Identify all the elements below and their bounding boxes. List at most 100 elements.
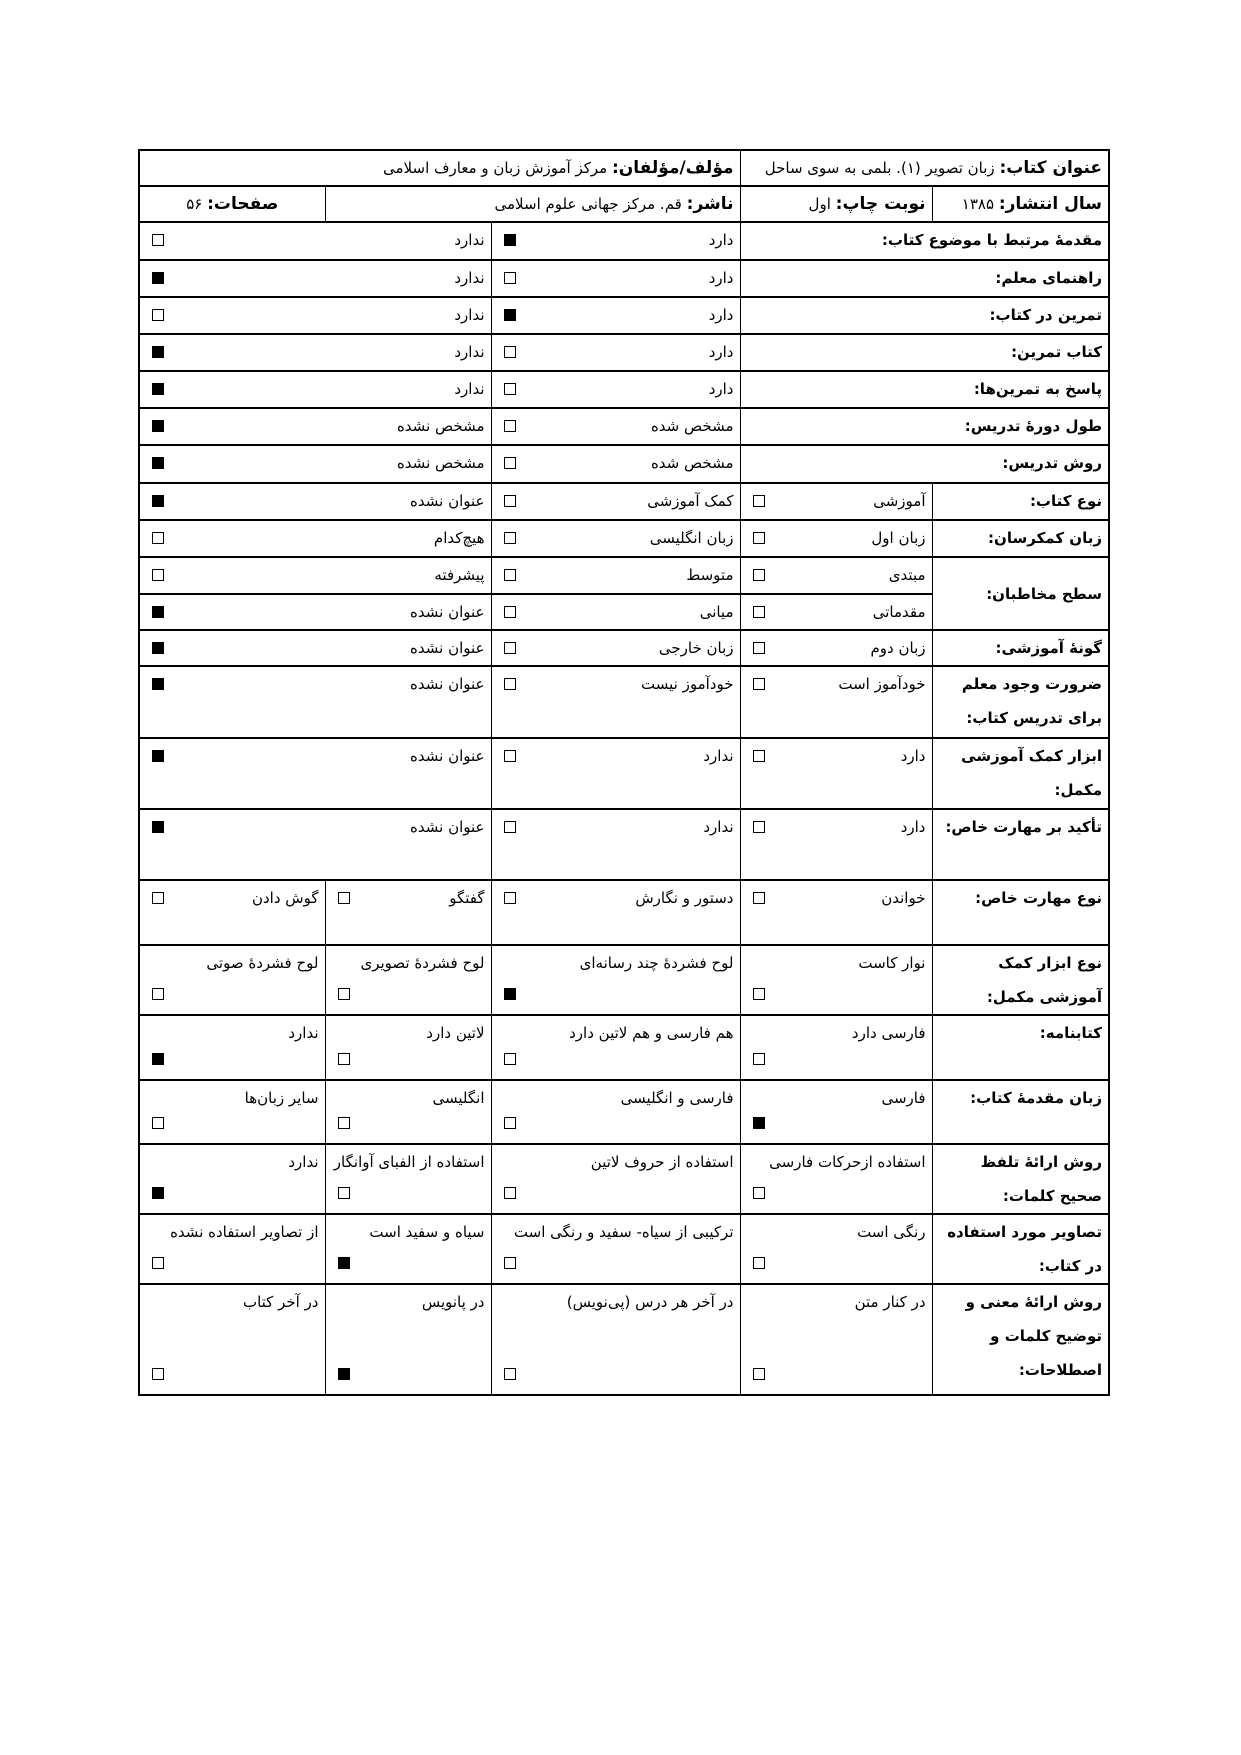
pages-label: صفحات:: [207, 194, 279, 214]
option-cell: ندارد: [490, 737, 741, 810]
checkbox-unchecked[interactable]: [503, 1257, 516, 1269]
checklist-row: نوع ابزار کمک آموزشی مکمل: نوار کاست لوح ف…: [138, 944, 1110, 1016]
option-label: دارد: [708, 380, 734, 398]
checkbox-checked[interactable]: [152, 383, 164, 395]
checkbox-checked[interactable]: [152, 1187, 164, 1199]
option-label: ندارد: [703, 818, 734, 836]
option-cell: عنوان نشده: [138, 482, 492, 521]
checkbox-unchecked[interactable]: [752, 988, 765, 1000]
checkbox-unchecked[interactable]: [503, 420, 516, 432]
checkbox-unchecked[interactable]: [503, 642, 516, 654]
option-cell: ندارد: [138, 221, 492, 261]
checkbox-unchecked[interactable]: [752, 495, 765, 507]
checkbox-unchecked[interactable]: [337, 1053, 350, 1065]
checkbox-unchecked[interactable]: [503, 1368, 516, 1380]
checkbox-unchecked[interactable]: [752, 821, 765, 833]
checkbox-unchecked[interactable]: [503, 1117, 516, 1129]
option-label: مشخص شده: [650, 454, 734, 472]
checkbox-unchecked[interactable]: [152, 532, 164, 544]
checkbox-unchecked[interactable]: [152, 1117, 164, 1129]
checkbox-unchecked[interactable]: [752, 606, 765, 618]
option-label: زبان خارجی: [658, 639, 734, 657]
checkbox-unchecked[interactable]: [337, 1117, 350, 1129]
year-cell: سال انتشار: ۱۳۸۵: [931, 185, 1110, 223]
checkbox-checked[interactable]: [152, 821, 164, 833]
checkbox-unchecked[interactable]: [503, 821, 516, 833]
pages-cell: صفحات: ۵۶: [138, 185, 326, 223]
option-cell: لاتین دارد: [324, 1014, 492, 1081]
option-cell: نوار کاست: [739, 944, 933, 1016]
checkbox-checked[interactable]: [337, 1257, 350, 1269]
checkbox-unchecked[interactable]: [752, 678, 765, 690]
checkbox-unchecked[interactable]: [337, 988, 350, 1000]
checkbox-unchecked[interactable]: [503, 678, 516, 690]
checkbox-unchecked[interactable]: [152, 988, 164, 1000]
checkbox-checked[interactable]: [152, 678, 164, 690]
checkbox-unchecked[interactable]: [152, 569, 164, 581]
option-cell: دارد: [490, 370, 741, 409]
checklist-row: پاسخ به تمرین‌ها: دارد ندارد: [138, 370, 1110, 409]
checkbox-unchecked[interactable]: [337, 1187, 350, 1199]
option-cell: دارد: [490, 221, 741, 261]
checkbox-checked[interactable]: [152, 346, 164, 358]
publisher-value: قم. مرکز جهانی علوم اسلامی: [494, 195, 682, 213]
checkbox-unchecked[interactable]: [503, 1053, 516, 1065]
checkbox-checked[interactable]: [503, 988, 516, 1000]
checkbox-unchecked[interactable]: [752, 569, 765, 581]
checkbox-unchecked[interactable]: [503, 457, 516, 469]
checkbox-unchecked[interactable]: [752, 1257, 765, 1269]
option-label: دارد: [708, 343, 734, 361]
checkbox-unchecked[interactable]: [503, 495, 516, 507]
checkbox-unchecked[interactable]: [503, 750, 516, 762]
checkbox-unchecked[interactable]: [503, 383, 516, 395]
checkbox-unchecked[interactable]: [752, 1368, 765, 1380]
question-label: کتابنامه:: [931, 1014, 1110, 1081]
option-cell: لوح فشردهٔ چند رسانه‌ای: [490, 944, 741, 1016]
checkbox-unchecked[interactable]: [337, 892, 350, 904]
checkbox-checked[interactable]: [337, 1368, 350, 1380]
option-label: استفاده ازحرکات فارسی: [769, 1153, 926, 1171]
option-cell: زبان دوم: [739, 629, 933, 667]
checkbox-unchecked[interactable]: [152, 234, 164, 246]
checkbox-unchecked[interactable]: [503, 606, 516, 618]
checkbox-checked[interactable]: [152, 272, 164, 284]
checkbox-checked[interactable]: [152, 606, 164, 618]
checkbox-unchecked[interactable]: [152, 309, 164, 321]
checkbox-unchecked[interactable]: [152, 1368, 164, 1380]
checkbox-unchecked[interactable]: [503, 892, 516, 904]
checkbox-checked[interactable]: [503, 309, 516, 321]
checkbox-unchecked[interactable]: [503, 1187, 516, 1199]
checkbox-unchecked[interactable]: [152, 1257, 164, 1269]
checkbox-checked[interactable]: [152, 750, 164, 762]
checkbox-unchecked[interactable]: [752, 1187, 765, 1199]
option-label: لوح فشردهٔ چند رسانه‌ای: [579, 954, 734, 972]
checkbox-unchecked[interactable]: [503, 346, 516, 358]
checklist-row: ابزار کمک آموزشی مکمل: دارد ندارد عنوان نشد…: [138, 737, 1110, 810]
checkbox-unchecked[interactable]: [752, 532, 765, 544]
checkbox-unchecked[interactable]: [503, 532, 516, 544]
checkbox-checked[interactable]: [152, 457, 164, 469]
checkbox-unchecked[interactable]: [752, 642, 765, 654]
checkbox-unchecked[interactable]: [503, 569, 516, 581]
option-cell: رنگی است: [739, 1213, 933, 1285]
option-cell: زبان انگلیسی: [490, 519, 741, 558]
checkbox-checked[interactable]: [152, 420, 164, 432]
checkbox-checked[interactable]: [503, 234, 516, 246]
checkbox-unchecked[interactable]: [152, 892, 164, 904]
checkbox-unchecked[interactable]: [752, 892, 765, 904]
checkbox-unchecked[interactable]: [752, 750, 765, 762]
checkbox-checked[interactable]: [752, 1117, 765, 1129]
question-label: روش ارائهٔ تلفظ صحیح کلمات:: [931, 1143, 1110, 1215]
option-cell: کمک آموزشی: [490, 482, 741, 521]
title-row: عنوان کتاب: زبان تصویر (۱). بلمی به سوی …: [138, 149, 1110, 187]
checkbox-checked[interactable]: [152, 1053, 164, 1065]
checkbox-checked[interactable]: [152, 642, 164, 654]
option-cell: مبتدی: [739, 556, 933, 595]
option-label: دستور و نگارش: [635, 889, 734, 907]
option-label: ترکیبی از سیاه- سفید و رنگی است: [513, 1223, 734, 1241]
checkbox-checked[interactable]: [152, 495, 164, 507]
checkbox-unchecked[interactable]: [752, 1053, 765, 1065]
checklist-row: روش ارائهٔ تلفظ صحیح کلمات: استفاده ازحرک…: [138, 1143, 1110, 1215]
pages-value: ۵۶: [186, 195, 203, 213]
checkbox-unchecked[interactable]: [503, 272, 516, 284]
